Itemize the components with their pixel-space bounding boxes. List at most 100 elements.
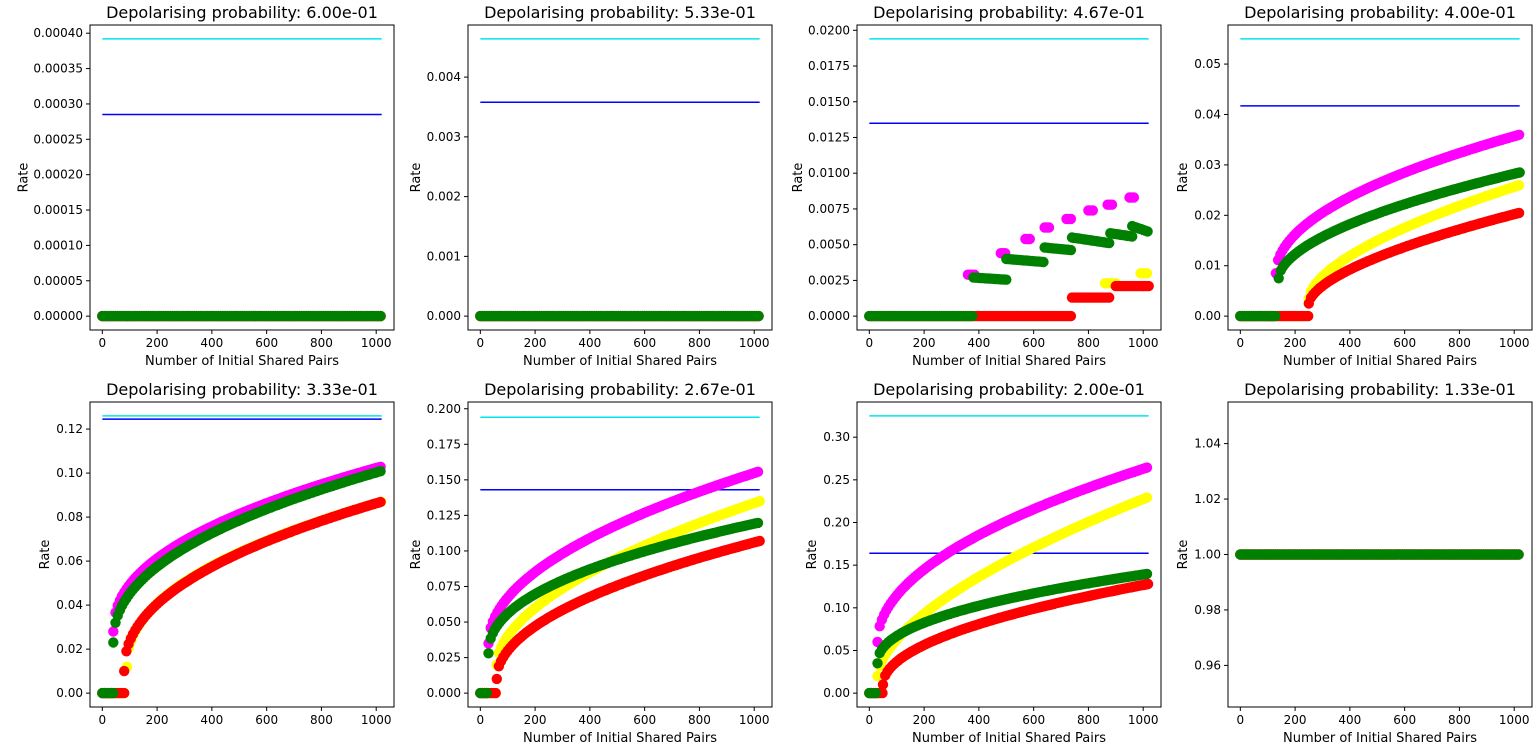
- y-tick-label: 0.03: [1194, 158, 1221, 172]
- data-layer: [1235, 38, 1525, 322]
- subplot-title: Depolarising probability: 3.33e-01: [106, 380, 378, 399]
- subplot-6: 0 200 400 600 800 1000 0.000 0.025 0.050 0.075 0.1…: [409, 380, 773, 746]
- y-tick-label: 0.100: [427, 544, 461, 558]
- x-tick-label: 200: [146, 713, 169, 727]
- x-tick-label: 1000: [1128, 336, 1159, 350]
- x-tick-label: 1000: [1499, 336, 1530, 350]
- y-tick-label: 0.01: [1194, 259, 1221, 273]
- y-tick-label: 0.08: [56, 510, 83, 524]
- data-point: [1273, 273, 1284, 284]
- data-point: [1104, 292, 1115, 303]
- y-tick-label: 0.0000: [808, 309, 850, 323]
- subplot-3: 0 200 400 600 800 1000 0.0000 0.0025 0.0050 0.007…: [791, 3, 1162, 369]
- data-point: [481, 687, 493, 699]
- x-tick-label: 400: [578, 336, 601, 350]
- subplot-title: Depolarising probability: 1.33e-01: [1244, 380, 1516, 399]
- axes-frame: [89, 401, 395, 708]
- data-point: [108, 626, 119, 637]
- data-point: [1513, 207, 1525, 219]
- y-tick-label: 0.00035: [33, 62, 83, 76]
- series-3: [475, 310, 764, 322]
- x-tick-label: 800: [688, 336, 711, 350]
- data-point: [1270, 310, 1281, 322]
- y-tick-label: 0.175: [427, 437, 461, 451]
- y-tick-label: 0.00005: [33, 274, 83, 288]
- data-point: [1143, 280, 1154, 292]
- data-point: [1142, 226, 1153, 237]
- x-tick-label: 1000: [361, 336, 392, 350]
- data-layer: [475, 416, 765, 699]
- x-tick-label: 400: [1338, 713, 1361, 727]
- y-tick-label: 0.001: [427, 249, 461, 263]
- data-point: [753, 310, 764, 322]
- y-tick-label: 0.025: [427, 651, 461, 665]
- data-point: [375, 496, 386, 508]
- y-axis-label: Rate: [38, 540, 53, 570]
- x-axis-label: Number of Initial Shared Pairs: [523, 731, 717, 746]
- data-point: [1065, 213, 1077, 225]
- y-tick-label: 0.000: [427, 309, 461, 323]
- y-tick-label: 0.12: [56, 422, 83, 436]
- axes-frame: [467, 401, 773, 708]
- data-point: [108, 637, 119, 648]
- subplot-2: 0 200 400 600 800 1000 0.000 0.001 0.002 0.003 0.0…: [409, 3, 773, 369]
- data-point: [1106, 199, 1118, 210]
- y-tick-label: 0.05: [823, 643, 850, 657]
- data-point: [1065, 310, 1077, 322]
- y-axis-label: Rate: [1176, 163, 1191, 193]
- data-point: [1142, 578, 1154, 590]
- x-tick-label: 800: [310, 336, 333, 350]
- y-tick-label: 0.10: [823, 601, 850, 615]
- y-axis-label: Rate: [409, 540, 424, 570]
- y-tick-label: 0.02: [1194, 208, 1221, 222]
- y-tick-label: 0.0050: [808, 238, 850, 252]
- data-point: [752, 517, 764, 529]
- x-tick-label: 200: [524, 713, 547, 727]
- data-point: [870, 687, 882, 699]
- data-point: [490, 687, 501, 699]
- x-tick-label: 1000: [361, 713, 392, 727]
- data-layer: [864, 415, 1154, 699]
- data-point: [1513, 180, 1525, 191]
- y-tick-label: 0.00000: [33, 309, 83, 323]
- y-tick-label: 1.02: [1194, 492, 1221, 506]
- y-tick-label: 0.05: [1194, 57, 1221, 71]
- y-tick-label: 0.0075: [808, 202, 850, 216]
- x-tick-label: 1000: [1128, 713, 1159, 727]
- axes-frame: [89, 24, 395, 331]
- x-tick-label: 800: [310, 713, 333, 727]
- y-tick-label: 0.003: [427, 130, 461, 144]
- data-point: [1024, 233, 1036, 245]
- x-tick-label: 800: [1448, 713, 1471, 727]
- y-tick-label: 0.004: [427, 70, 461, 84]
- y-tick-label: 0.04: [1194, 107, 1221, 121]
- subplot-8: 0 200 400 600 800 1000 0.96 0.98 1.00 1.02 1.04 Dep…: [1176, 380, 1533, 746]
- x-tick-label: 600: [255, 336, 278, 350]
- data-point: [754, 535, 765, 547]
- y-tick-label: 0.050: [427, 615, 461, 629]
- data-point: [1043, 222, 1055, 233]
- x-tick-label: 0: [99, 713, 107, 727]
- x-tick-label: 1000: [739, 713, 770, 727]
- y-tick-label: 0.00020: [33, 168, 83, 182]
- data-point: [1513, 549, 1524, 560]
- data-point: [1514, 167, 1525, 178]
- series-3: [97, 310, 386, 322]
- x-tick-label: 0: [866, 713, 874, 727]
- data-point: [375, 310, 386, 322]
- y-tick-label: 0.000: [427, 686, 461, 700]
- x-tick-label: 0: [477, 713, 485, 727]
- x-tick-label: 600: [255, 713, 278, 727]
- series-3: [1235, 167, 1525, 322]
- x-axis-label: Number of Initial Shared Pairs: [145, 354, 339, 369]
- x-tick-label: 600: [1022, 713, 1045, 727]
- y-tick-label: 0.125: [427, 508, 461, 522]
- data-point: [119, 687, 130, 699]
- y-tick-label: 0.30: [823, 430, 850, 444]
- x-tick-label: 600: [1022, 336, 1045, 350]
- x-axis-label: Number of Initial Shared Pairs: [912, 354, 1106, 369]
- axes-frame: [1227, 24, 1533, 331]
- data-point: [1038, 256, 1049, 268]
- y-tick-label: 0.04: [56, 598, 83, 612]
